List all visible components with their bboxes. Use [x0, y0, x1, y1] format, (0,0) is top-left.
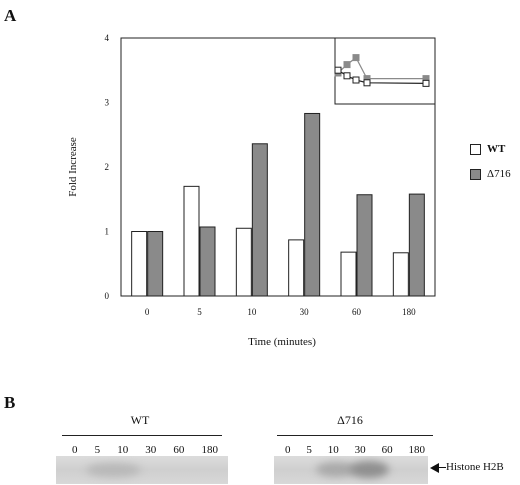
arrow-icon — [430, 463, 439, 473]
x-tick-label: 10 — [247, 307, 257, 317]
inset-marker-wt — [363, 79, 371, 87]
bar-d716-60 — [356, 194, 373, 297]
legend-label-wt: WT — [487, 143, 506, 155]
blot-divider-d716 — [277, 435, 433, 436]
blot-strip-d716 — [274, 456, 428, 484]
lane-label: 60 — [381, 444, 393, 456]
x-axis-title: Time (minutes) — [248, 336, 316, 348]
x-axis-ticks: 0 5 10 30 60 180 — [145, 307, 416, 317]
band-d716-10 — [316, 462, 356, 477]
lane-label: 180 — [201, 444, 218, 456]
bar-chart: 0 1 2 3 4 0 5 10 30 60 180 Time (minutes) Fold In… — [67, 33, 436, 348]
lane-label: 30 — [145, 444, 157, 456]
inset-marker-wt — [343, 72, 351, 80]
lane-label: 0 — [72, 444, 78, 456]
inset-marker-wt — [422, 79, 430, 87]
bars — [131, 112, 425, 297]
bar-d716-180 — [408, 193, 425, 297]
x-tick-label: 5 — [197, 307, 202, 317]
bar-wt-5 — [183, 185, 200, 297]
blot-divider-wt — [62, 435, 222, 436]
x-tick-label: 30 — [300, 307, 310, 317]
lane-label: 30 — [354, 444, 366, 456]
panel-b-label: B — [4, 393, 16, 412]
blot-lanes-d716: 0 5 10 30 60 180 — [285, 444, 425, 456]
lane-label: 10 — [327, 444, 339, 456]
y-tick-label: 0 — [105, 291, 110, 301]
legend-swatch-wt — [470, 143, 481, 155]
inset-marker-wt — [334, 66, 342, 74]
inset-frame — [334, 37, 436, 105]
blot-title-wt: WT — [130, 413, 150, 427]
y-tick-label: 3 — [105, 98, 110, 108]
blot-title-d716: Δ716 — [337, 413, 363, 427]
band-wt-5 — [86, 463, 141, 477]
legend-swatch-d716 — [470, 168, 481, 180]
x-tick-label: 180 — [402, 307, 416, 317]
inset-chart — [334, 37, 436, 105]
inset-marker-d716 — [352, 54, 360, 62]
bar-d716-30 — [304, 112, 321, 297]
panel-a-label: A — [4, 6, 17, 25]
lane-label: 60 — [173, 444, 185, 456]
band-d716-30 — [349, 461, 389, 478]
x-tick-label: 0 — [145, 307, 150, 317]
blot-strip-wt — [56, 456, 228, 484]
legend-label-d716: Δ716 — [487, 168, 511, 180]
blot-lanes-wt: 0 5 10 30 60 180 — [72, 444, 218, 456]
bar-wt-0 — [131, 231, 148, 297]
inset-marker-d716 — [343, 61, 351, 69]
x-tick-label: 60 — [352, 307, 362, 317]
bar-wt-180 — [392, 252, 409, 297]
y-tick-label: 1 — [105, 227, 110, 237]
bar-d716-0 — [147, 231, 164, 297]
y-axis-ticks: 0 1 2 3 4 — [105, 33, 110, 301]
lane-label: 10 — [117, 444, 129, 456]
y-axis-title: Fold Increase — [67, 137, 79, 197]
bar-d716-10 — [251, 143, 268, 297]
inset-marker-wt — [352, 76, 360, 84]
y-tick-label: 4 — [105, 33, 110, 43]
lane-label: 0 — [285, 444, 291, 456]
lane-label: 5 — [94, 444, 101, 456]
legend-item-wt: WT — [470, 143, 505, 155]
bar-wt-60 — [340, 251, 357, 297]
arrow-stem — [438, 467, 446, 468]
bar-wt-10 — [235, 227, 252, 297]
bar-d716-5 — [199, 226, 216, 297]
y-tick-label: 2 — [105, 162, 110, 172]
lane-label: 180 — [408, 444, 425, 456]
plot-frame — [120, 37, 436, 297]
legend-item-d716: Δ716 — [470, 168, 511, 180]
band-label: Histone H2B — [446, 461, 504, 473]
bar-wt-30 — [288, 239, 305, 297]
lane-label: 5 — [306, 444, 312, 456]
